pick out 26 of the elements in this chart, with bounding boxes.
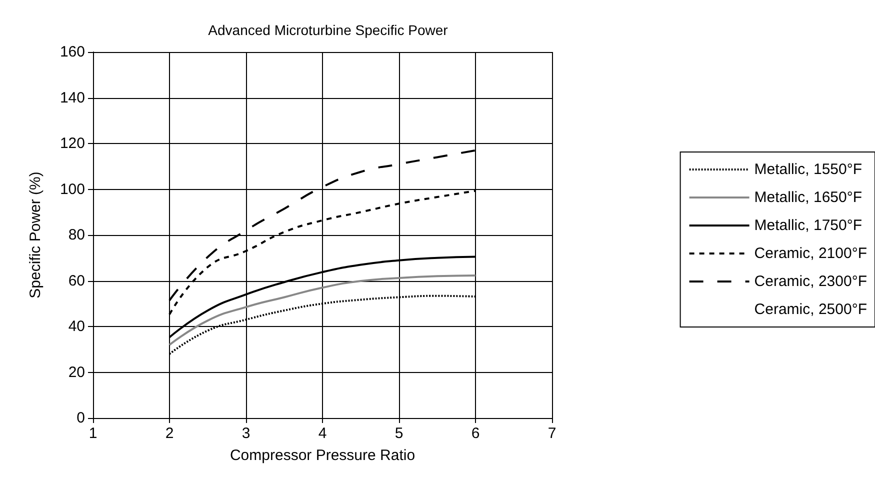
line-series	[168, 274, 476, 346]
chart-title: Advanced Microturbine Specific Power	[208, 22, 448, 38]
y-tick-label: 80	[68, 226, 85, 244]
legend-label: Ceramic, 2300°F	[754, 273, 868, 290]
x-tick-label: 5	[394, 425, 404, 442]
y-tick-label: 20	[68, 364, 85, 381]
y-axis-title: Specific Power (%)	[27, 172, 44, 298]
x-tick-label: 1	[88, 425, 98, 442]
y-tick-label: 0	[76, 410, 85, 426]
x-tick-label: 3	[242, 425, 250, 442]
legend-label: Ceramic, 2100°F	[754, 245, 868, 262]
y-tick-label: 140	[60, 89, 85, 106]
y-tick-label: 120	[60, 135, 85, 152]
legend-label: Metallic, 1750°F	[754, 217, 862, 234]
x-tick-label: 7	[548, 425, 556, 442]
x-tick-label: 6	[471, 425, 480, 442]
text: Ceramic, 2500°F	[754, 301, 868, 318]
legend-label: Metallic, 1550°F	[754, 161, 862, 178]
x-axis-title: Compressor Pressure Ratio	[230, 447, 416, 464]
y-tick-label: 40	[68, 318, 85, 335]
x-tick-label: 2	[165, 425, 174, 442]
y-tick-label: 160	[60, 44, 85, 60]
x-tick-label: 4	[318, 425, 327, 442]
legend-label: Metallic, 1650°F	[754, 189, 862, 206]
y-tick-label: 60	[68, 272, 85, 290]
y-tick-label: 100	[60, 180, 85, 198]
